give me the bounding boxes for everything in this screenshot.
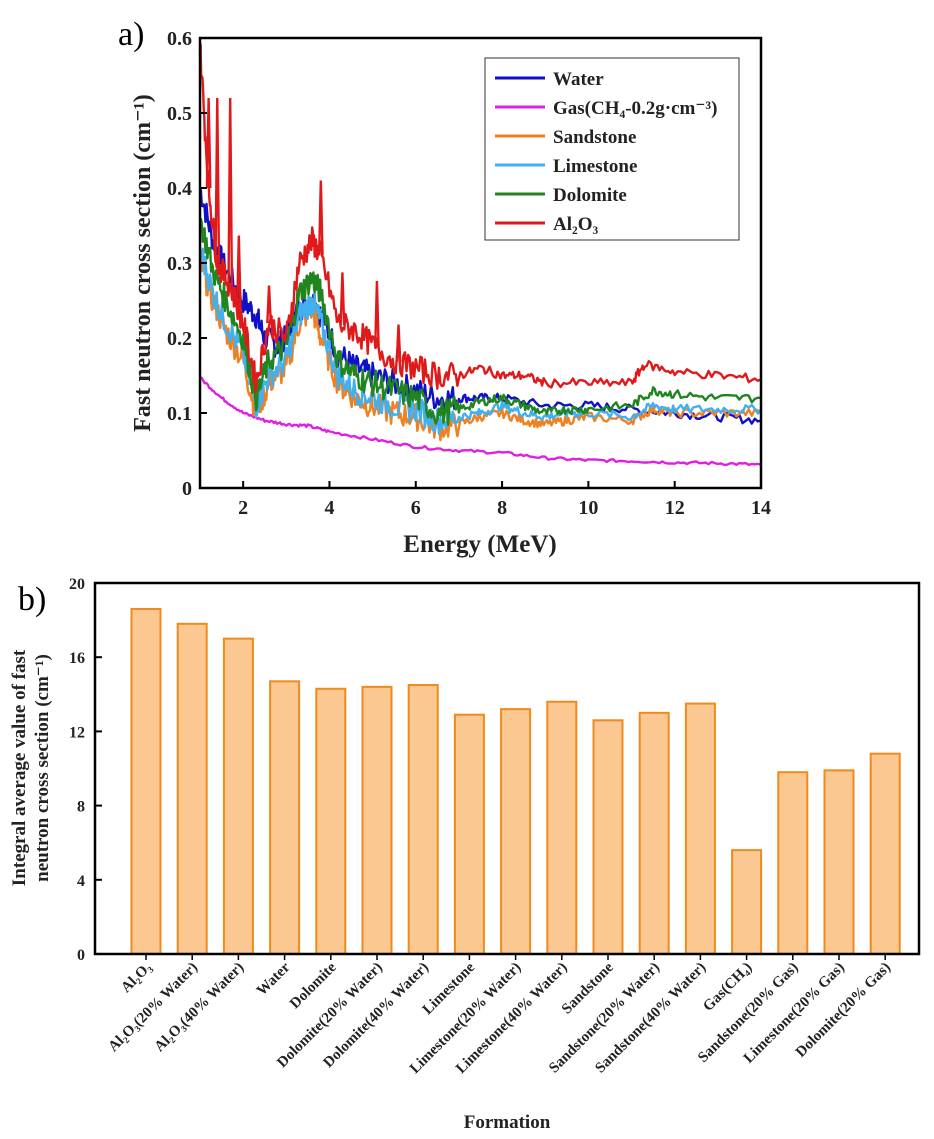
y-tick-label: 0.4 [167,178,192,200]
category-label: Sandstone(20% Water) [546,960,663,1077]
category-label: Dolomite [287,959,340,1012]
x-tick-label: 12 [665,497,685,519]
series-spike [235,235,242,311]
x-tick-label: 14 [751,497,771,519]
category-label: Dolomite(40% Water) [320,960,432,1072]
y-tick-label: 4 [77,873,85,890]
category-label: Limestone(20% Water) [407,960,524,1077]
series-line [198,43,762,394]
category-label: Water [254,959,294,999]
category-label: Sandstone(20% Gas) [695,960,801,1066]
bar [684,702,716,956]
bar [500,708,532,956]
legend-label: Dolomite [553,185,627,206]
bar [638,711,670,955]
series-spike [214,97,221,264]
bar [546,700,578,955]
category-label: Dolomite(20% Gas) [793,960,894,1061]
y-tick-label: 0.5 [167,103,192,125]
bar [592,719,624,956]
series-spike [339,272,346,325]
y-axis-title-a: Fast neutron cross section (cm⁻¹) [130,94,156,432]
x-axis-title-a: Energy (MeV) [403,531,556,558]
category-label: Al₂O₃ [118,959,155,996]
plot-frame-b [93,581,921,956]
y-tick-label: 8 [77,799,85,816]
x-tick-label: 6 [411,497,421,519]
bar [130,607,162,955]
x-tick-label: 4 [324,497,334,519]
series-line [198,217,762,426]
y-tick-label: 20 [69,576,85,593]
bar [869,752,901,955]
y-tick-label: 16 [69,650,85,667]
y-tick-label: 12 [69,724,85,741]
category-label: Sandstone [559,959,617,1017]
bar [777,771,809,956]
bar [453,713,485,956]
category-label: Limestone(20% Gas) [741,960,848,1067]
series-line [199,247,762,435]
category-label: Limestone(40% Water) [453,960,570,1077]
legend-label: Sandstone [553,127,636,148]
x-tick-label: 8 [497,497,507,519]
legend-label: Al₂O₃ [553,214,598,235]
y-tick-label: 0 [77,947,85,964]
y-tick-label: 0.1 [167,403,192,425]
category-label: Limestone [420,959,479,1018]
bar [361,685,393,955]
bar [315,687,347,955]
y-tick-label: 0 [182,478,192,500]
cross-section-line-chart: a) 2 4 6 8 10 12 14 0 0.1 0.2 0.3 0.4 0.5 0.6 Energy … [118,16,771,558]
series-line [199,376,762,466]
bar [823,769,855,955]
legend-label: Limestone [553,156,637,177]
panel-label-b: b) [18,581,46,618]
legend-label: Gas(CH₄-0.2g·cm⁻³) [553,98,717,119]
series-spike [395,324,402,363]
series-spike [266,285,272,324]
legend-label: Water [553,69,604,90]
category-label: Sandstone(40% Water) [592,960,709,1077]
series-spike [317,180,324,256]
category-label: Al₂O₃(40% Water) [152,960,248,1056]
y-axis-title-b-line2: neutron cross section (cm⁻¹) [32,654,53,882]
category-label: Dolomite(20% Water) [274,960,386,1072]
y-tick-label: 0.2 [167,328,192,350]
category-label: Al₂O₃(20% Water) [105,960,201,1056]
y-axis-title-b-line1: Integral average value of fast [9,649,30,886]
category-label: Gas(CH₄) [700,960,755,1015]
legend: Water Gas(CH₄-0.2g·cm⁻³) Sandstone Limeston… [484,57,740,241]
panel-label-a: a) [118,16,144,53]
legend-frame [484,57,740,241]
x-tick-label: 2 [238,497,248,519]
x-tick-label: 10 [578,497,598,519]
x-axis-title-b: Formation [464,1112,551,1133]
bar [269,680,301,955]
y-tick-label: 0.6 [167,28,192,50]
bar [731,849,763,955]
series-spike [227,97,234,286]
y-tick-label: 0.3 [167,253,192,275]
bar [176,622,208,955]
bar [222,637,254,956]
series-spike [374,280,380,349]
series-spike [205,97,212,189]
bar [407,684,439,956]
